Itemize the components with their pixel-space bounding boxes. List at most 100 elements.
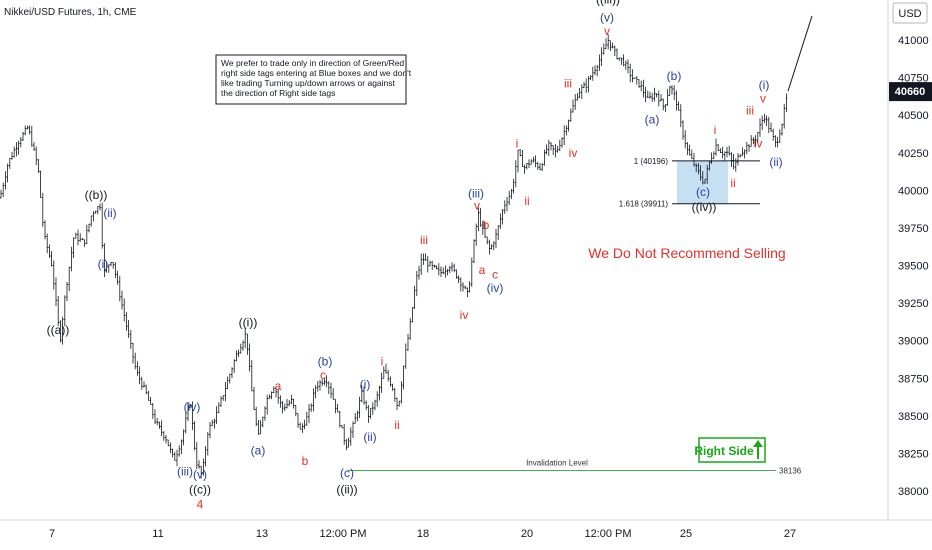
candle-321 <box>706 164 709 184</box>
candle-242 <box>532 156 535 163</box>
candle-121 <box>266 394 269 415</box>
wave-label-45: (c) <box>696 185 710 199</box>
candle-309 <box>679 104 682 128</box>
candle-53 <box>116 270 119 285</box>
candle-0 <box>0 189 2 199</box>
candle-88 <box>193 421 196 451</box>
candle-116 <box>255 406 258 427</box>
candle-261 <box>574 94 577 110</box>
price-tick-38250: 38250 <box>898 448 929 460</box>
candle-238 <box>523 164 526 174</box>
candle-241 <box>530 159 533 165</box>
candle-52 <box>114 262 117 278</box>
candle-328 <box>721 146 724 159</box>
candle-287 <box>631 69 634 83</box>
candle-178 <box>391 383 394 391</box>
candle-120 <box>264 406 266 421</box>
candle-301 <box>662 98 665 111</box>
candle-304 <box>668 85 671 97</box>
candle-268 <box>589 75 592 81</box>
candle-102 <box>224 381 227 402</box>
candle-352 <box>774 135 777 148</box>
candle-155 <box>341 425 343 429</box>
candle-292 <box>642 79 645 98</box>
wave-label-11: a <box>275 379 282 393</box>
candle-161 <box>354 413 357 424</box>
candle-231 <box>508 190 511 205</box>
candle-17 <box>37 158 40 173</box>
candle-195 <box>429 260 431 267</box>
candle-247 <box>543 149 546 166</box>
candle-198 <box>435 265 438 270</box>
candle-16 <box>35 146 38 165</box>
price-tick-38750: 38750 <box>898 373 929 385</box>
candle-281 <box>618 57 621 61</box>
candle-7 <box>15 141 18 157</box>
last-price-tag[interactable]: 40660 <box>889 82 932 102</box>
candle-277 <box>609 40 612 51</box>
candle-196 <box>431 260 434 270</box>
candle-93 <box>204 446 207 467</box>
candle-130 <box>286 398 288 409</box>
candle-249 <box>547 139 550 156</box>
candle-114 <box>250 360 253 392</box>
candle-191 <box>420 253 423 276</box>
candle-227 <box>499 213 502 229</box>
wave-label-44: (ii) <box>769 155 782 169</box>
candle-253 <box>556 146 559 153</box>
candle-216 <box>475 223 478 246</box>
candle-209 <box>459 277 462 292</box>
candle-186 <box>409 318 412 340</box>
candle-153 <box>336 403 339 413</box>
candle-174 <box>382 366 385 379</box>
candle-39 <box>85 224 88 245</box>
candle-48 <box>105 262 108 273</box>
candle-240 <box>528 159 530 169</box>
candle-128 <box>281 401 284 414</box>
price-tick-40750: 40750 <box>898 73 929 85</box>
candle-35 <box>77 229 79 246</box>
currency-unit[interactable]: USD <box>892 2 928 24</box>
price-tick-40000: 40000 <box>898 185 929 197</box>
candle-252 <box>554 144 557 158</box>
candle-302 <box>664 104 667 112</box>
candle-75 <box>165 434 167 444</box>
time-tick-5: 20 <box>521 528 533 540</box>
candle-234 <box>514 160 517 188</box>
candle-270 <box>594 65 596 76</box>
candle-324 <box>712 151 715 160</box>
price-tick-39250: 39250 <box>898 298 929 310</box>
candle-97 <box>213 418 216 429</box>
candle-237 <box>521 150 524 168</box>
candle-157 <box>345 439 348 451</box>
candle-279 <box>613 45 616 57</box>
price-tick-40250: 40250 <box>898 148 929 160</box>
candle-308 <box>677 101 680 111</box>
candle-62 <box>136 361 139 376</box>
candle-66 <box>145 384 148 395</box>
candle-101 <box>222 395 225 401</box>
candle-110 <box>242 340 244 351</box>
candle-222 <box>488 239 491 255</box>
candle-254 <box>558 139 561 152</box>
candle-230 <box>506 196 508 212</box>
wave-label-22: iv <box>460 308 469 322</box>
candle-169 <box>371 402 374 415</box>
candle-33 <box>72 237 75 259</box>
candle-177 <box>389 376 392 387</box>
candle-95 <box>209 422 211 439</box>
price-tick-40500: 40500 <box>898 110 929 122</box>
candle-255 <box>561 137 563 148</box>
wave-label-21: iii <box>420 233 428 247</box>
candle-159 <box>349 427 352 446</box>
candle-314 <box>690 149 693 160</box>
candle-10 <box>22 131 24 142</box>
candle-300 <box>660 94 662 102</box>
candle-137 <box>301 423 304 433</box>
candle-260 <box>572 99 574 113</box>
candle-156 <box>343 424 346 445</box>
candle-289 <box>635 76 638 85</box>
candle-197 <box>433 264 436 268</box>
candle-111 <box>244 327 247 349</box>
